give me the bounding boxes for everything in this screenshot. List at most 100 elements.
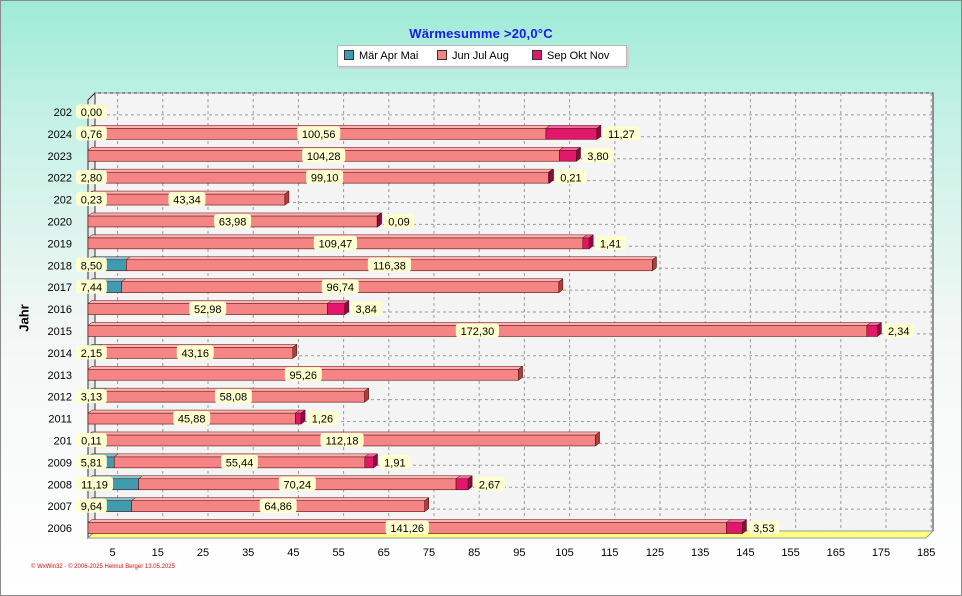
legend-swatch-spring [344,50,354,60]
value-label-spring-box [76,279,107,294]
x-tick-label: 175 [872,547,890,559]
x-tick-label: 35 [242,547,254,559]
bar-end-face [518,365,523,381]
y-tick-label: 202 [54,195,72,207]
value-label-autumn-box [350,301,382,316]
value-label-summer-box [284,367,322,382]
value-label-autumn-box [582,148,614,163]
legend-label-spring: Mär Apr Mai [359,50,419,62]
bar-end-face [652,256,657,272]
bar-end-face [284,190,290,206]
value-label-summer: 52,98 [194,304,222,316]
x-tick-label: 165 [827,547,845,559]
value-label-spring: 8,50 [81,260,102,272]
x-tick-label: 95 [513,547,525,559]
y-tick-label: 202 [54,107,72,119]
value-label-autumn-box [383,213,415,228]
value-label-autumn-box [379,454,411,469]
value-label-autumn-box [602,126,640,141]
bar-end-face [377,212,382,228]
value-label-autumn: 0,09 [388,216,409,228]
value-label-summer-box [455,323,499,338]
value-label-autumn-box [555,170,587,185]
x-tick-label: 15 [152,547,164,559]
value-label-spring: 0,76 [81,129,102,141]
value-label-spring: 11,19 [81,479,108,491]
value-label-summer-box [321,279,359,294]
y-tick-label: 2024 [48,129,72,141]
y-tick-label: 2022 [48,173,72,185]
y-axis-label: Jahr [16,304,32,332]
copyright-footer: © WxWin32 - © 2006-2025 Helmut Berger 13… [31,564,175,570]
value-label-summer-box [214,213,252,228]
legend-item-summer: Jun Jul Aug [437,49,509,63]
value-label-spring: 0,11 [81,435,102,447]
value-label-spring: 2,15 [81,348,102,360]
bar-autumn-top [545,125,602,129]
y-tick-label: 2016 [48,304,72,316]
value-label-spring-box [76,192,107,207]
value-label-summer: 43,16 [181,348,209,360]
value-label-spring: 5,81 [81,457,102,469]
chart-title: Wärmesumme >20,0°C [409,26,553,41]
y-tick-label: 2023 [48,151,72,163]
value-label-summer: 99,10 [311,173,339,185]
value-label-autumn-box [474,476,505,491]
bar-end-face [742,519,747,535]
value-label-autumn: 2,34 [888,326,909,338]
bar-autumn [364,456,374,469]
x-tick-label: 155 [781,547,799,559]
value-label-autumn: 0,21 [560,173,581,185]
value-label-spring: 9,64 [81,501,102,513]
x-tick-label: 125 [646,547,664,559]
value-label-spring-box [76,432,107,447]
value-label-summer-box [221,454,259,469]
y-tick-label: 2011 [48,414,72,426]
y-tick-label: 201 [54,435,72,447]
value-label-autumn-box [595,235,626,250]
legend-swatch-autumn [532,50,542,60]
y-tick-label: 2018 [48,260,72,272]
value-label-spring-box [76,170,107,185]
value-label-autumn-box [883,323,915,338]
value-label-autumn: 1,26 [312,414,333,426]
value-label-summer-box [173,411,211,426]
bar-autumn [327,303,346,315]
bar-end-face [364,387,369,403]
x-tick-label: 185 [917,547,935,559]
value-label-summer-box [302,148,346,163]
bar-end-face [344,300,350,316]
value-label-spring-box [76,126,107,141]
x-tick-label: 75 [423,547,435,559]
value-label-spring: 7,44 [81,282,102,294]
bar-end-face [877,321,882,337]
value-label-spring-box [76,389,107,404]
y-tick-label: 2007 [48,501,72,513]
value-label-spring-box [76,454,107,469]
value-label-autumn-box [748,520,780,535]
bar-autumn [545,128,598,140]
value-label-summer-box [385,520,429,535]
value-label-autumn: 2,67 [479,479,500,491]
value-label-summer: 96,74 [326,282,354,294]
value-label-summer-box [367,257,412,272]
value-label-spring: 2,80 [81,173,102,185]
bar-autumn [582,237,590,250]
y-tick-label: 2014 [48,348,72,360]
x-tick-label: 145 [736,547,754,559]
x-tick-label: 135 [691,547,709,559]
value-label-summer-box [259,498,297,513]
value-label-spring: 3,13 [81,392,102,404]
value-label-autumn: 3,84 [356,304,377,316]
bar-end-face [424,497,429,513]
value-label-summer: 45,88 [178,414,206,426]
value-label-summer: 116,38 [373,260,406,272]
bar-end-face [576,146,581,162]
y-tick-label: 2009 [48,457,72,469]
value-label-summer: 95,26 [290,370,318,382]
x-tick-label: 25 [197,547,209,559]
legend-label-summer: Jun Jul Aug [452,50,509,62]
x-tick-label: 45 [287,547,299,559]
value-label-spring-box [76,104,107,119]
legend-item-spring: Mär Apr Mai [344,49,418,63]
